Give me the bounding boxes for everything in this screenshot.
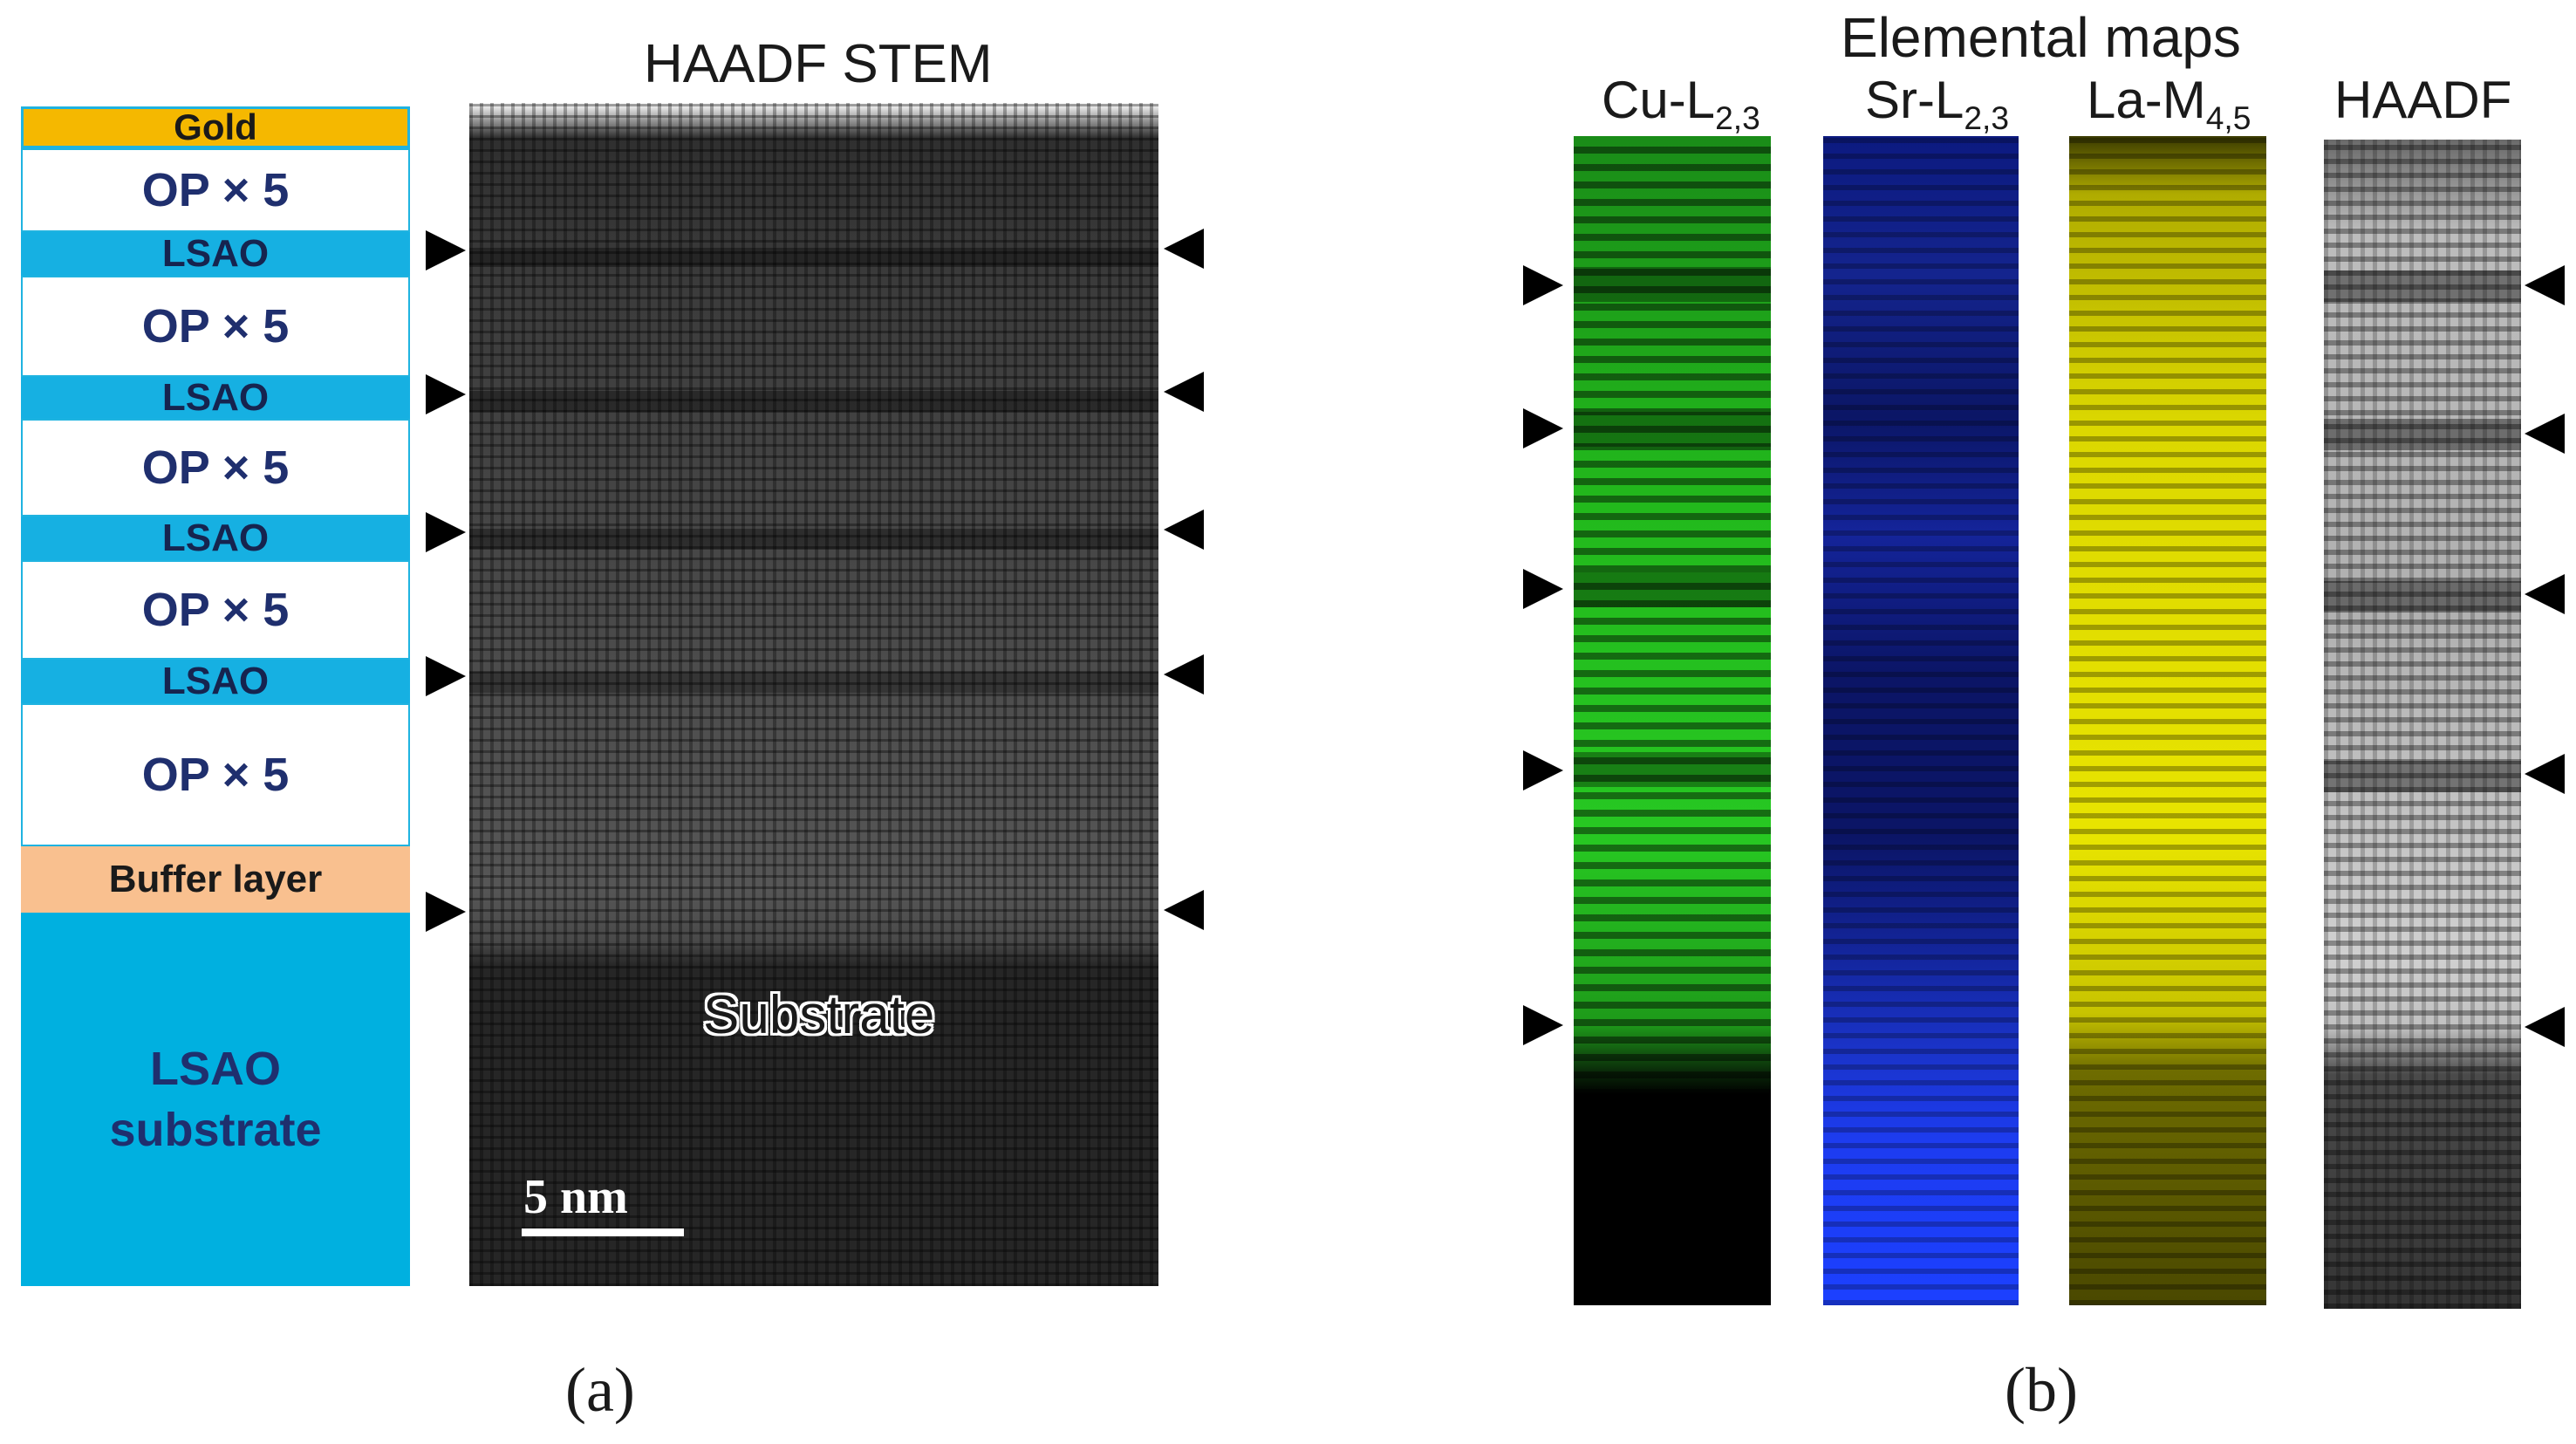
- interface-arrow-left-3: [426, 512, 466, 552]
- sr-elemental-map: [1823, 136, 2019, 1305]
- caption-a: (a): [565, 1355, 635, 1425]
- lsao-layer-3: LSAO: [21, 517, 410, 560]
- interface-arrow-left-2: [426, 374, 466, 414]
- map-arrow-left-3: [1523, 569, 1563, 609]
- map-arrow-left-2: [1523, 408, 1563, 448]
- elemental-maps-title: Elemental maps: [1841, 6, 2241, 69]
- map-arrow-left-1: [1523, 265, 1563, 305]
- map-arrow-right-4: [2525, 754, 2565, 794]
- cu-map-label: Cu-L2,3: [1602, 71, 1760, 136]
- interface-arrow-right-3: [1164, 510, 1204, 550]
- op-layer-2: OP × 5: [21, 276, 410, 377]
- interface-arrow-left-4: [426, 656, 466, 696]
- op-layer-1: OP × 5: [21, 148, 410, 232]
- scale-bar-label: 5 nm: [523, 1170, 628, 1224]
- lsao-layer-4: LSAO: [21, 660, 410, 703]
- caption-b: (b): [2005, 1355, 2078, 1425]
- interface-arrow-left-1: [426, 230, 466, 270]
- interface-arrow-right-4: [1164, 654, 1204, 695]
- buffer-layer: Buffer layer: [21, 846, 410, 913]
- substrate-line-1: LSAO: [149, 1043, 281, 1095]
- map-arrow-left-5: [1523, 1005, 1563, 1045]
- gold-layer: Gold: [21, 106, 410, 148]
- haadf-stem-image: Substrate 5 nm: [469, 103, 1158, 1286]
- map-arrow-right-3: [2525, 574, 2565, 614]
- map-arrow-right-2: [2525, 414, 2565, 454]
- cu-elemental-map: [1574, 136, 1771, 1305]
- map-arrow-right-5: [2525, 1007, 2565, 1047]
- haadf-map-label: HAADF: [2334, 71, 2512, 129]
- substrate-label: Substrate: [703, 985, 935, 1045]
- haadf-stem-title: HAADF STEM: [644, 34, 993, 94]
- la-map-label: La-M4,5: [2087, 71, 2251, 136]
- scale-bar: [522, 1228, 684, 1236]
- interface-arrow-right-5: [1164, 890, 1204, 930]
- la-elemental-map: [2069, 136, 2266, 1305]
- interface-arrow-right-1: [1164, 229, 1204, 269]
- op-layer-3: OP × 5: [21, 419, 410, 517]
- lsao-substrate: LSAO substrate: [21, 913, 410, 1286]
- lsao-layer-2: LSAO: [21, 376, 410, 419]
- sr-map-label: Sr-L2,3: [1865, 71, 2010, 136]
- map-arrow-right-1: [2525, 265, 2565, 305]
- interface-arrow-left-5: [426, 892, 466, 932]
- lsao-layer-1: LSAO: [21, 232, 410, 276]
- op-layer-5: OP × 5: [21, 703, 410, 846]
- map-arrow-left-4: [1523, 750, 1563, 790]
- substrate-line-2: substrate: [109, 1104, 322, 1156]
- op-layer-4: OP × 5: [21, 560, 410, 660]
- interface-arrow-right-2: [1164, 372, 1204, 412]
- haadf-map: [2324, 140, 2521, 1309]
